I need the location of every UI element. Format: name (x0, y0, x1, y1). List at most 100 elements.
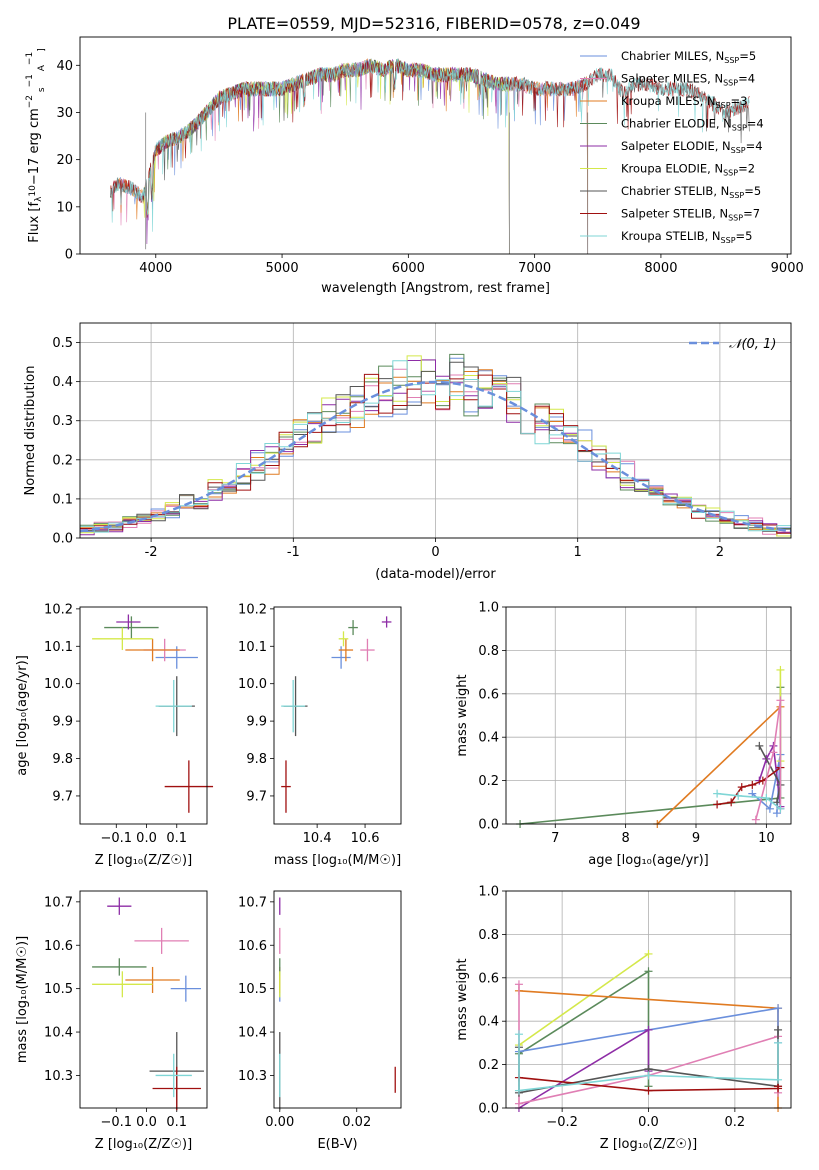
spectrum-line-chabrier-miles (110, 59, 588, 255)
y-axis-label: Flux [fλ10−17 erg cm−2 s−1 A−1] (25, 48, 47, 242)
y-tick-label: 9.7 (246, 789, 267, 804)
y-tick-label: 0.0 (478, 1102, 499, 1117)
mass-weight-vs-age-panel: 7 8 9 10 0.0 0.2 0.4 0.6 0.8 1.0 age [log₁₀(age/yr… (455, 601, 792, 868)
plot-frame (79, 36, 792, 255)
legend-entry: Salpeter MILES, NSSP=4 (621, 72, 755, 88)
y-axis-label-part: λ (34, 196, 44, 202)
y-axis-label-part: erg cm (27, 108, 42, 157)
x-tick-label: -1 (287, 545, 300, 560)
y-tick-label: 10.7 (44, 895, 73, 910)
mass-vs-metallicity-panel: −0.1 0.0 0.1 10.3 10.4 10.5 10.6 10.7 Z [log₁₀(Z… (15, 890, 208, 1152)
y-tick-label: 10.7 (238, 895, 267, 910)
x-tick-label: 2 (716, 545, 724, 560)
y-tick-label: 10.2 (44, 602, 73, 617)
legend-subscript: SSP (723, 169, 738, 178)
y-tick-label: 0.0 (478, 818, 499, 833)
x-tick-label: 0.00 (265, 1115, 294, 1130)
y-axis-label: Normed distribution (23, 366, 38, 496)
plot-frame (79, 322, 792, 539)
legend-entry: Salpeter ELODIE, NSSP=4 (621, 139, 763, 155)
mass-weight-line (755, 700, 782, 820)
y-tick-label: 20 (56, 153, 73, 168)
legend-subscript: SSP (732, 124, 747, 133)
y-axis-label: mass weight (455, 958, 470, 1040)
legend-subscript: SSP (723, 79, 738, 88)
y-tick-label: 10.0 (44, 677, 73, 692)
y-axis-label-part: Flux [f (27, 201, 42, 242)
y-tick-label: 10.6 (44, 939, 73, 954)
legend-value: =5 (744, 184, 761, 198)
mass-weight-line (520, 687, 782, 825)
plot-frame (79, 890, 208, 1109)
y-tick-label: 10.3 (44, 1069, 73, 1084)
legend-entry: Kroupa STELIB, NSSP=5 (621, 229, 752, 245)
x-tick-label: 7000 (518, 261, 551, 276)
y-axis-label-part: ] (37, 48, 47, 52)
y-axis-label-part: −17 (27, 158, 42, 185)
y-tick-label: 1.0 (478, 601, 499, 616)
x-tick-label: −0.1 (100, 1115, 132, 1130)
legend-value: =4 (738, 72, 755, 86)
y-tick-label: 10.2 (238, 602, 267, 617)
y-tick-label: 0.4 (478, 1015, 499, 1030)
y-tick-label: 10.3 (238, 1069, 267, 1084)
x-axis-label: Z [log₁₀(Z/Z☉)] (600, 1137, 697, 1152)
y-tick-label: 9.7 (52, 789, 73, 804)
y-tick-label: 0.4 (52, 375, 73, 390)
x-tick-label: 8 (621, 831, 629, 846)
y-tick-label: 0.5 (52, 336, 73, 351)
plot-frame (505, 890, 792, 1109)
y-tick-label: 10.1 (44, 640, 73, 655)
x-tick-label: 0.2 (725, 1115, 746, 1130)
spectrum-line-salpeter-elodie (142, 59, 510, 255)
y-tick-label: 30 (56, 106, 73, 121)
mass-weight-line (518, 953, 649, 1046)
y-tick-label: 0.3 (52, 414, 73, 429)
y-tick-label: 0.2 (478, 1058, 499, 1073)
x-tick-label: 9000 (771, 261, 804, 276)
legend-subscript: SSP (729, 191, 744, 200)
mass-vs-extinction-panel: 0.00 0.02 10.3 10.4 10.5 10.6 10.7 E(B-V) (238, 890, 402, 1152)
y-tick-label: 0.8 (478, 928, 499, 943)
x-tick-label: 0.0 (136, 1115, 157, 1130)
legend-entry: Kroupa MILES, NSSP=3 (621, 94, 747, 110)
plot-frame (505, 606, 792, 825)
y-axis-label-part: −2 (25, 95, 35, 108)
x-axis-label: mass [log₁₀(M/M☉)] (274, 853, 401, 868)
x-tick-label: −0.1 (100, 831, 132, 846)
legend-value: =4 (746, 139, 763, 153)
x-tick-label: 1 (574, 545, 582, 560)
x-tick-label: 0 (431, 545, 439, 560)
legend-subscript: SSP (728, 214, 743, 223)
x-tick-label: 6000 (392, 261, 425, 276)
y-axis-label-part: −1 (25, 74, 35, 87)
x-tick-label: 10.6 (351, 831, 380, 846)
y-tick-label: 0 (65, 248, 73, 263)
legend-entry: Chabrier MILES, NSSP=5 (621, 49, 756, 65)
legend-value: =5 (739, 49, 756, 63)
mass-weight-line (717, 792, 781, 810)
x-tick-label: 0.02 (342, 1115, 371, 1130)
y-tick-label: 0.4 (478, 731, 499, 746)
y-tick-label: 0.6 (478, 687, 499, 702)
y-axis-label: age [log₁₀(age/yr)] (15, 655, 30, 776)
x-tick-label: 10.4 (303, 831, 332, 846)
y-tick-label: 10.4 (238, 1026, 267, 1041)
y-axis-label-part: 10 (28, 185, 38, 197)
y-tick-label: 0.8 (478, 644, 499, 659)
spectrum-line-kroupa-elodie (142, 60, 510, 255)
legend-value: =5 (736, 229, 753, 243)
plot-frame (273, 606, 402, 825)
y-tick-label: 9.8 (52, 752, 73, 767)
x-tick-label: 10 (758, 831, 775, 846)
legend-subscript: SSP (716, 101, 731, 110)
x-tick-label: 0.0 (136, 831, 157, 846)
x-axis-label: Z [log₁₀(Z/Z☉)] (95, 853, 192, 868)
spectrum-line-kroupa-stelib (110, 58, 750, 232)
legend-value: =7 (743, 207, 760, 221)
y-tick-label: 10 (56, 200, 73, 215)
y-tick-label: 9.9 (52, 715, 73, 730)
residual-histogram-panel: -2 -1 0 1 2 0.0 0.1 0.2 0.3 0.4 0.5 (data-model)/er… (23, 322, 792, 582)
y-tick-label: 9.8 (246, 752, 267, 767)
